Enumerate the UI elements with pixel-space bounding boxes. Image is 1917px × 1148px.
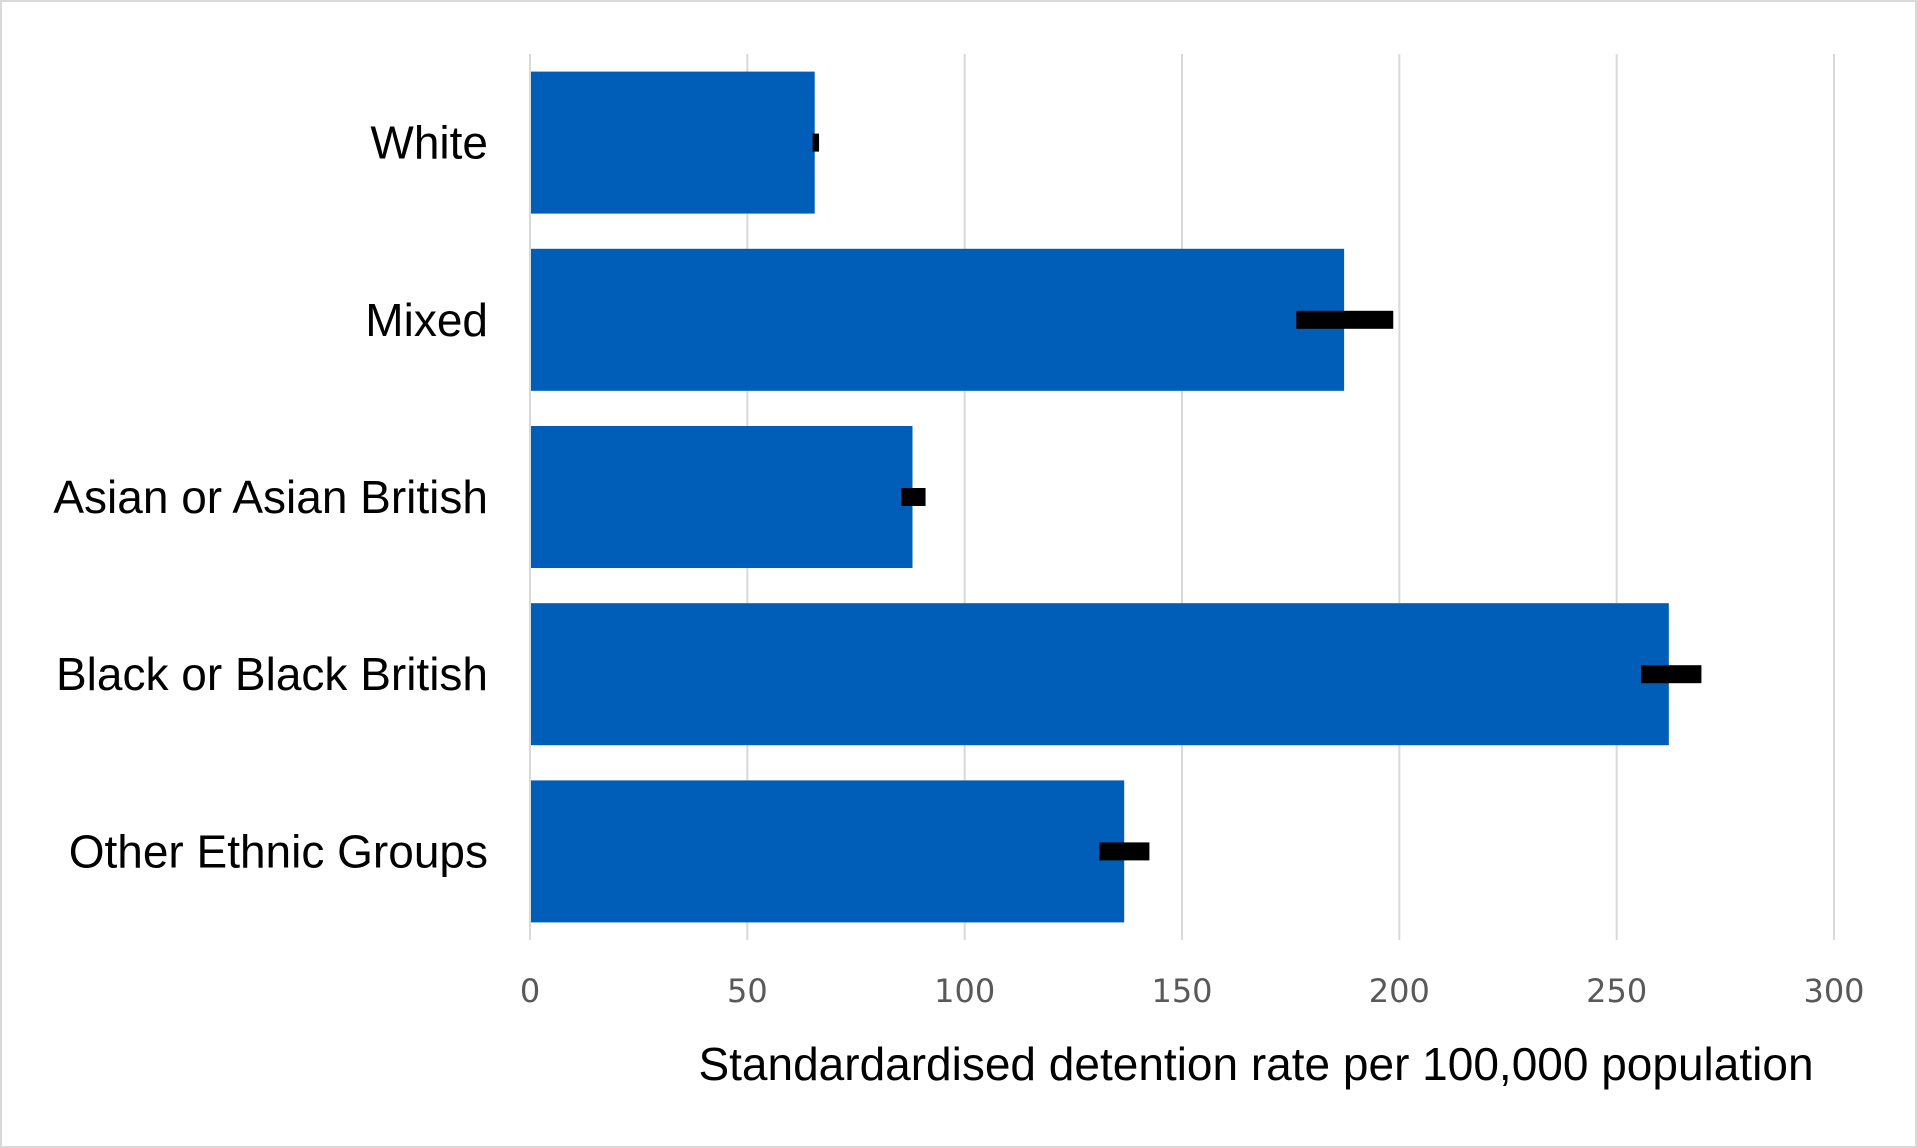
x-tick-label-150: 150 <box>1151 972 1212 1010</box>
category-label-other-ethnic-groups: Other Ethnic Groups <box>69 825 488 877</box>
error-bar-asian-or-asian-british <box>901 488 926 506</box>
x-tick-label-50: 50 <box>727 972 768 1010</box>
category-label-asian-or-asian-british: Asian or Asian British <box>53 471 488 523</box>
category-label-black-or-black-british: Black or Black British <box>56 648 488 700</box>
error-bars <box>812 133 1702 861</box>
x-tick-label-300: 300 <box>1803 972 1864 1010</box>
bars <box>531 71 1669 923</box>
x-axis-title: Standardardised detention rate per 100,0… <box>698 1038 1813 1090</box>
x-tick-label-200: 200 <box>1369 972 1430 1010</box>
bar-mixed <box>531 248 1345 391</box>
error-bar-other-ethnic-groups <box>1099 842 1150 861</box>
bar-black-or-black-british <box>531 603 1669 746</box>
x-tick-label-100: 100 <box>934 972 995 1010</box>
category-labels: White Mixed Asian or Asian British Black or… <box>53 117 488 878</box>
x-tick-label-250: 250 <box>1586 972 1647 1010</box>
error-bar-black-or-black-british <box>1641 665 1702 684</box>
category-label-white: White <box>370 117 488 169</box>
error-bar-white <box>812 133 820 152</box>
bar-white <box>531 71 815 214</box>
bar-other-ethnic-groups <box>531 780 1125 923</box>
error-bar-mixed <box>1296 310 1394 329</box>
x-tick-labels: 0 50 100 150 200 250 300 <box>520 972 1865 1010</box>
bar-asian-or-asian-british <box>531 426 913 568</box>
x-tick-label-0: 0 <box>520 972 540 1010</box>
category-label-mixed: Mixed <box>365 294 488 346</box>
